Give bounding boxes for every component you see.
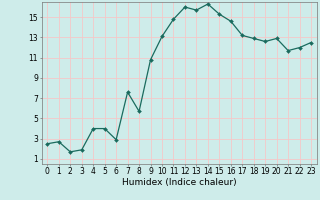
- X-axis label: Humidex (Indice chaleur): Humidex (Indice chaleur): [122, 178, 236, 187]
